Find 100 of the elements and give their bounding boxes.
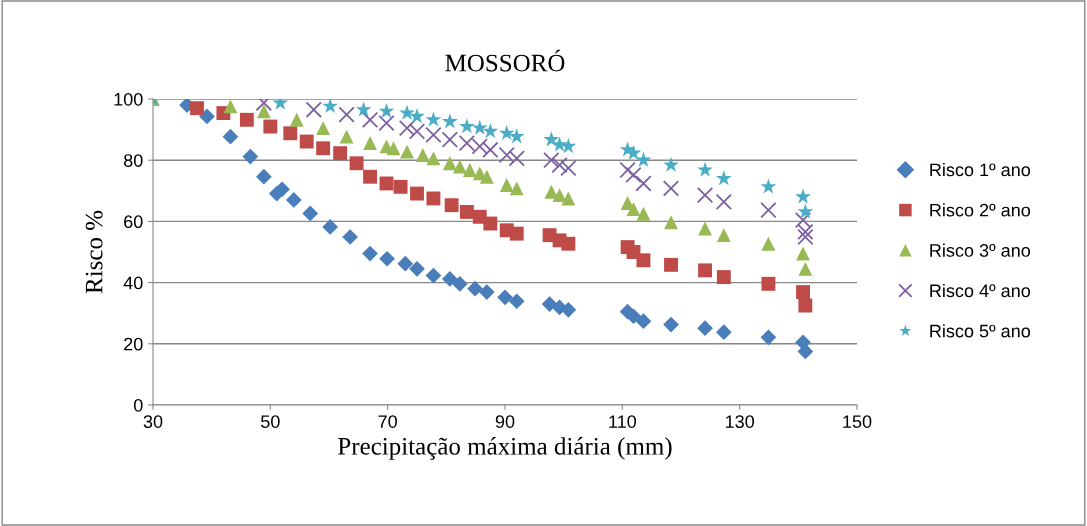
point xyxy=(797,223,814,240)
legend-label: Risco 3º ano xyxy=(930,243,1031,257)
point xyxy=(415,148,430,162)
point xyxy=(410,186,424,201)
point xyxy=(425,111,442,127)
point xyxy=(451,275,468,292)
point xyxy=(393,179,408,194)
point xyxy=(338,106,355,123)
point xyxy=(482,123,499,139)
point xyxy=(263,119,278,134)
point xyxy=(760,329,777,346)
point xyxy=(483,216,498,231)
point xyxy=(442,271,458,287)
point xyxy=(425,267,442,284)
point xyxy=(222,128,239,145)
point xyxy=(349,156,364,171)
point xyxy=(551,156,568,174)
point xyxy=(441,131,459,148)
point xyxy=(798,298,813,313)
point xyxy=(409,108,425,124)
point xyxy=(543,131,560,147)
point xyxy=(560,301,577,318)
point xyxy=(635,175,652,192)
point xyxy=(560,159,577,177)
point xyxy=(363,169,378,184)
point xyxy=(316,121,331,136)
x-tick-label: 130 xyxy=(725,415,755,428)
point xyxy=(256,104,271,119)
legend-label: Risco 2º ano xyxy=(930,203,1031,217)
point xyxy=(508,293,525,310)
point xyxy=(471,119,488,135)
point xyxy=(635,313,652,330)
point xyxy=(283,126,298,141)
point xyxy=(398,119,416,137)
x-tick-label: 70 xyxy=(378,415,397,428)
point xyxy=(760,201,777,219)
point xyxy=(715,324,732,341)
legend-label: Risco 5º ano xyxy=(930,324,1031,338)
x-tick-label: 90 xyxy=(495,415,515,428)
point xyxy=(239,112,254,127)
point xyxy=(199,108,215,125)
legend-label: Risco 4º ano xyxy=(930,283,1031,298)
point xyxy=(543,152,560,169)
point xyxy=(256,168,272,185)
point xyxy=(696,186,714,204)
y-tick-label: 80 xyxy=(123,154,143,167)
point xyxy=(663,156,679,172)
chart-title: MOSSORÓ xyxy=(445,49,565,72)
x-tick-label: 50 xyxy=(261,415,280,428)
point xyxy=(544,184,559,199)
point xyxy=(378,102,395,118)
point xyxy=(285,192,302,208)
point xyxy=(697,161,713,177)
point xyxy=(386,141,401,156)
point xyxy=(362,245,378,262)
point xyxy=(223,99,238,114)
point xyxy=(497,289,513,306)
y-tick-label: 40 xyxy=(123,276,143,290)
point xyxy=(378,114,395,132)
point xyxy=(498,146,515,164)
point xyxy=(509,181,524,196)
point xyxy=(479,169,494,184)
point xyxy=(716,270,731,285)
point xyxy=(662,180,680,197)
point xyxy=(698,263,712,278)
point xyxy=(458,118,475,134)
point xyxy=(760,178,777,194)
point xyxy=(798,261,813,276)
point xyxy=(796,285,810,300)
point xyxy=(190,101,204,116)
point xyxy=(761,276,776,291)
point xyxy=(425,126,442,143)
point xyxy=(663,316,679,333)
point xyxy=(626,202,641,217)
point xyxy=(619,161,636,179)
x-tick-label: 150 xyxy=(843,415,872,428)
point xyxy=(664,215,678,230)
point xyxy=(797,343,814,360)
point xyxy=(452,159,467,174)
point xyxy=(508,128,525,144)
point xyxy=(322,219,339,235)
point xyxy=(698,221,712,236)
point xyxy=(355,101,372,117)
point xyxy=(509,226,524,241)
point xyxy=(499,178,514,192)
point xyxy=(697,320,713,337)
point xyxy=(322,99,339,114)
point xyxy=(442,156,457,171)
point xyxy=(508,150,525,167)
point xyxy=(426,191,441,206)
point xyxy=(397,255,414,272)
point xyxy=(561,191,576,206)
legend-label: Risco 1º ano xyxy=(930,162,1031,177)
point xyxy=(795,188,811,204)
point xyxy=(478,284,495,300)
point xyxy=(462,163,477,177)
point xyxy=(299,134,314,149)
point xyxy=(400,144,414,159)
point xyxy=(409,260,425,277)
point xyxy=(459,204,474,219)
